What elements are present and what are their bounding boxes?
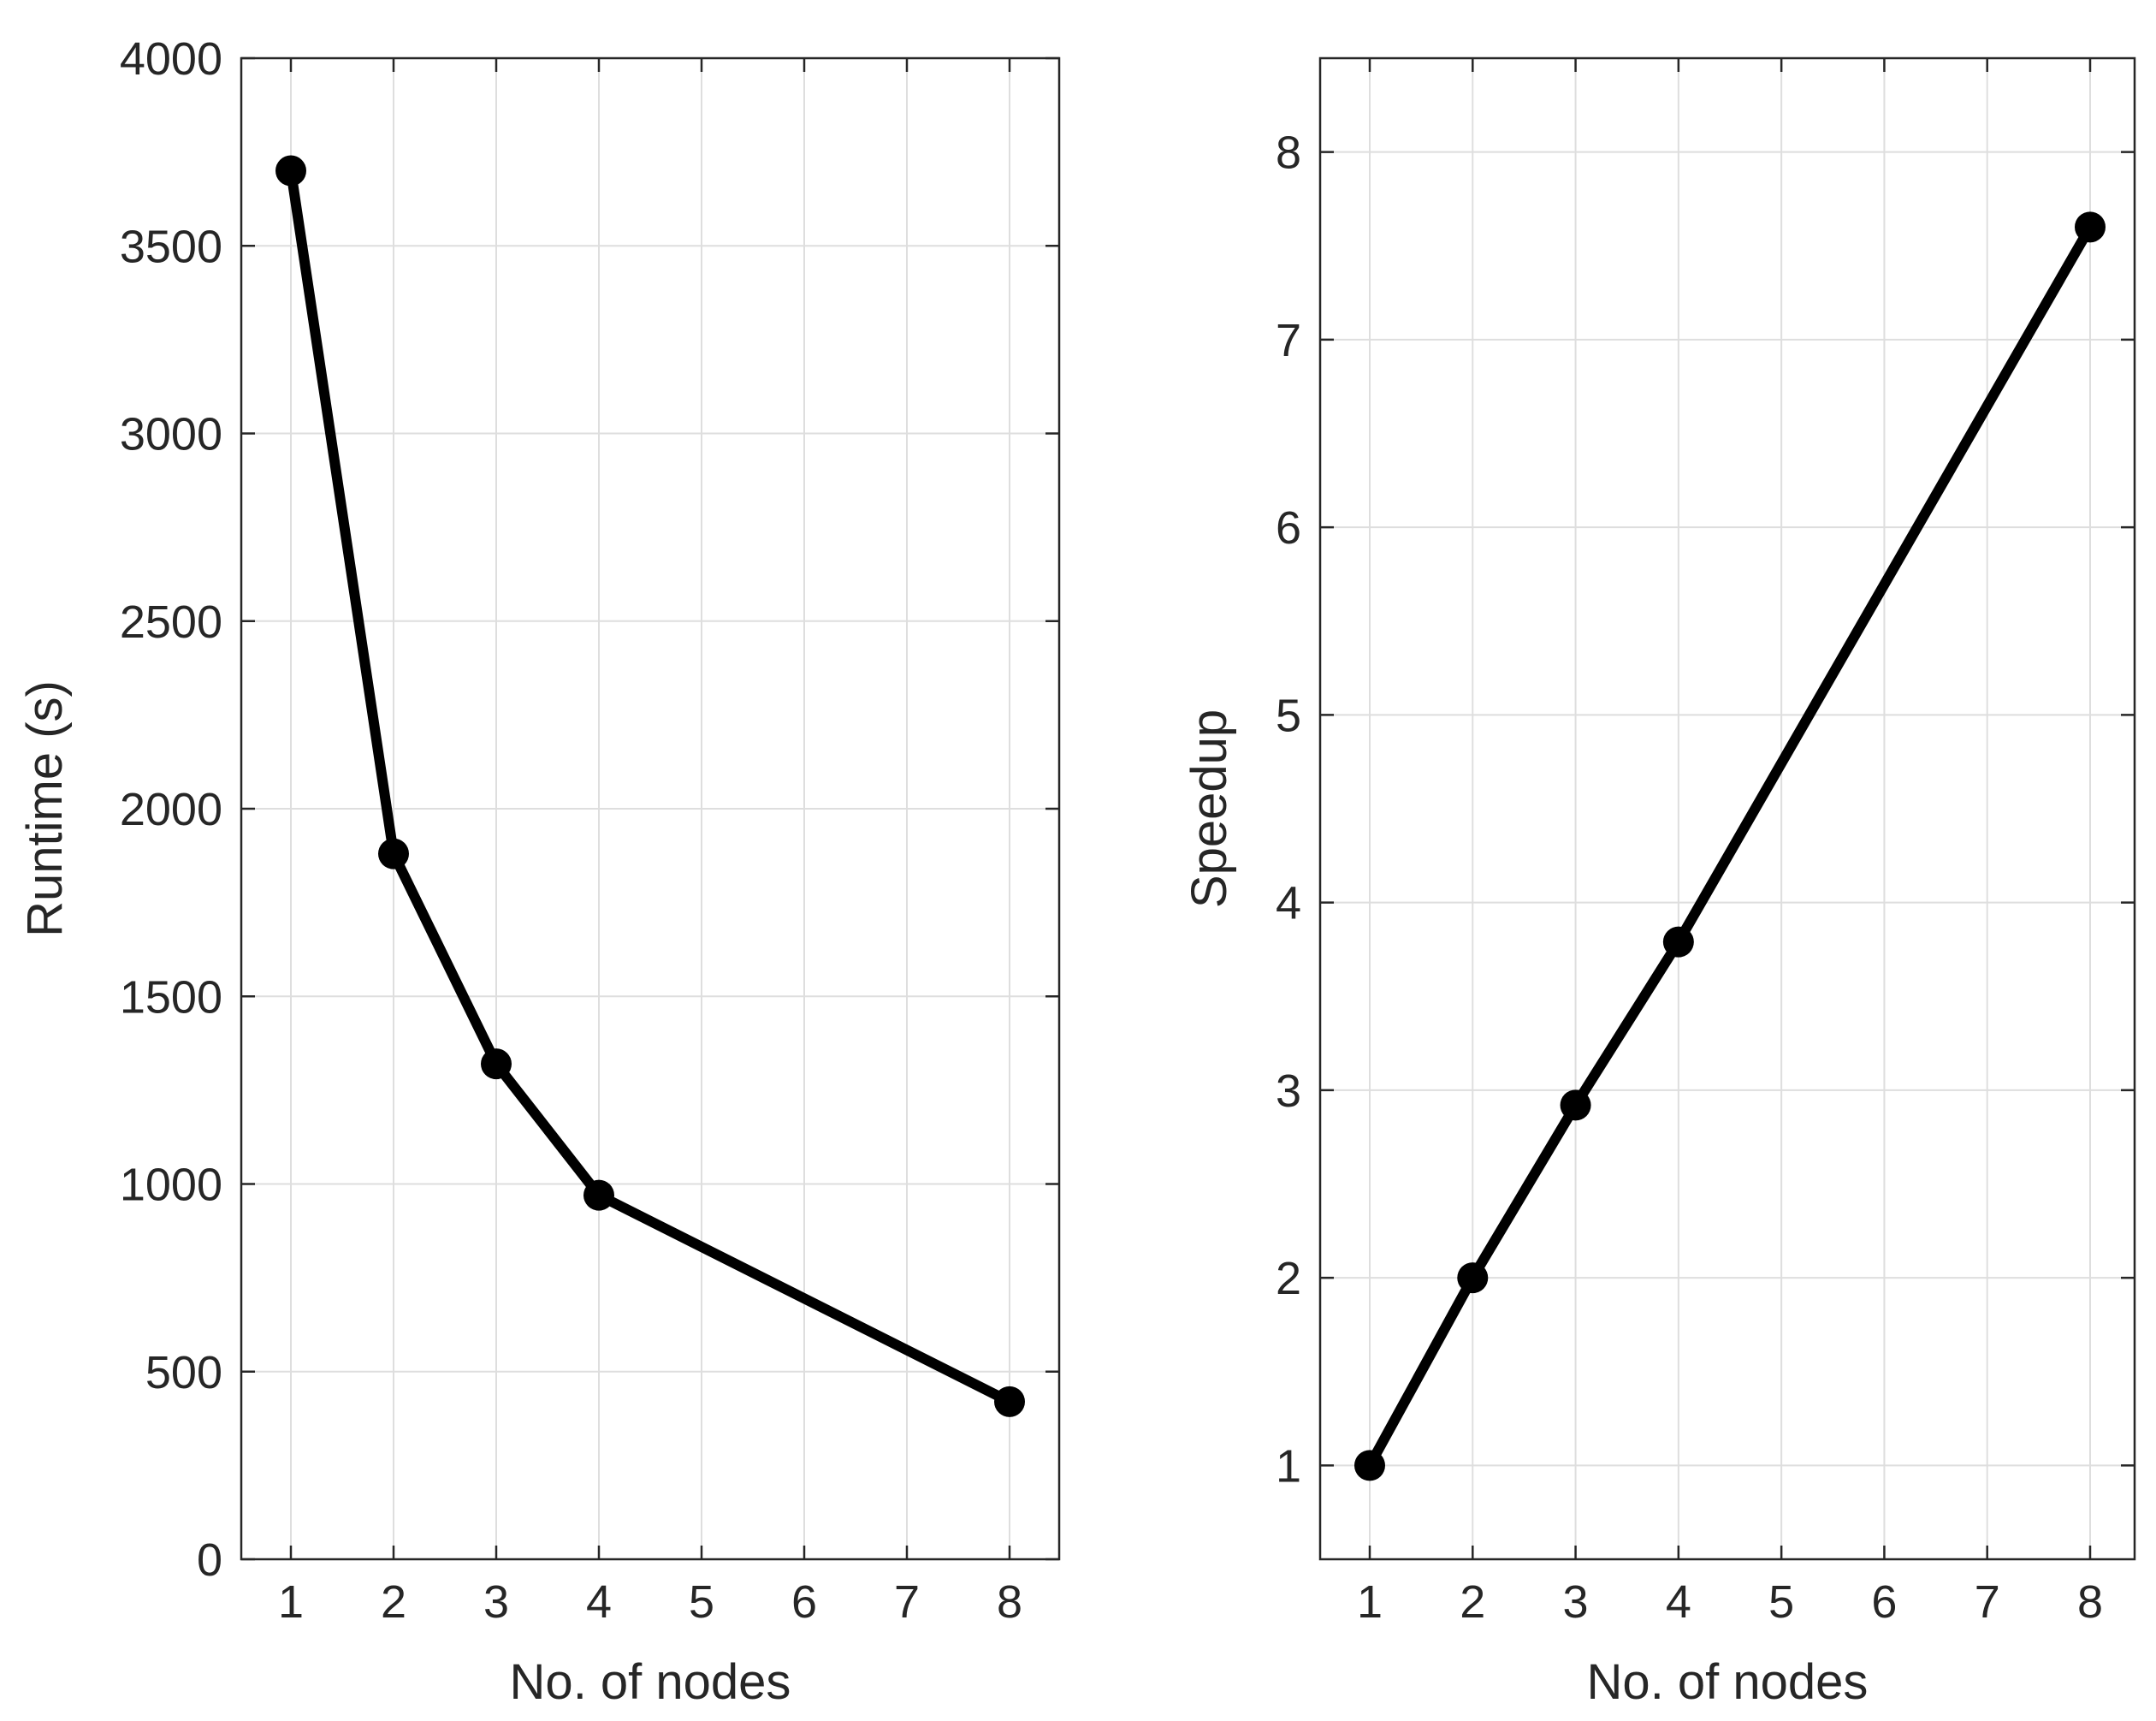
x-tick-label: 3	[1563, 1576, 1589, 1628]
y-tick-label: 500	[145, 1347, 222, 1398]
x-tick-label: 8	[2077, 1576, 2103, 1628]
data-point	[1560, 1089, 1591, 1121]
data-point	[583, 1179, 614, 1211]
x-tick-label: 8	[997, 1576, 1022, 1628]
data-point	[275, 155, 306, 187]
x-axis-label: No. of nodes	[1587, 1654, 1869, 1710]
x-tick-label: 6	[791, 1576, 817, 1628]
y-tick-label: 3500	[120, 221, 222, 272]
y-tick-label: 1500	[120, 971, 222, 1023]
x-tick-label: 3	[483, 1576, 509, 1628]
speedup-chart: 1 2 3 4 5 6 7 8 1 2 3 4 5 6 7 8 No. of nodes Speedup	[1182, 56, 2136, 1710]
y-tick-label: 2	[1276, 1253, 1301, 1304]
x-tick-label: 4	[586, 1576, 612, 1628]
y-tick-label: 4000	[120, 33, 222, 85]
data-point	[994, 1386, 1025, 1417]
y-tick-label: 4	[1276, 878, 1301, 929]
y-tick-label: 5	[1276, 690, 1301, 741]
data-point	[2075, 211, 2106, 243]
data-point	[1662, 926, 1694, 958]
x-tick-label: 2	[1460, 1576, 1485, 1628]
y-tick-label: 7	[1276, 315, 1301, 366]
runtime-chart: 1 2 3 4 5 6 7 8 0 500 1000 1500 2000 2500 3000 3500 4000…	[17, 33, 1061, 1710]
y-tick-label: 1	[1276, 1440, 1301, 1492]
data-point	[1354, 1450, 1385, 1481]
y-axis-label: Runtime (s)	[17, 680, 73, 937]
x-axis-label: No. of nodes	[510, 1654, 791, 1710]
x-tick-label: 5	[689, 1576, 714, 1628]
y-tick-label: 6	[1276, 502, 1301, 554]
data-point	[481, 1048, 512, 1080]
data-point	[1457, 1262, 1489, 1294]
data-point	[378, 838, 409, 869]
series-line	[286, 165, 1015, 1407]
x-tick-label: 2	[381, 1576, 406, 1628]
x-tick-label: 1	[1357, 1576, 1383, 1628]
plot-frame	[1318, 56, 2136, 1561]
x-tick-label: 4	[1666, 1576, 1691, 1628]
y-tick-label: 1000	[120, 1160, 222, 1211]
x-tick-label: 7	[894, 1576, 920, 1628]
y-tick-label: 2000	[120, 784, 222, 835]
y-tick-label: 3	[1276, 1065, 1301, 1117]
y-tick-label: 3000	[120, 409, 222, 460]
x-tick-label: 6	[1871, 1576, 1897, 1628]
y-tick-label: 8	[1276, 128, 1301, 179]
x-tick-label: 5	[1768, 1576, 1794, 1628]
y-tick-label: 2500	[120, 596, 222, 648]
y-axis-label: Speedup	[1182, 709, 1237, 908]
x-tick-label: 7	[1975, 1576, 2000, 1628]
y-tick-label: 0	[197, 1534, 222, 1586]
x-tick-label: 1	[278, 1576, 304, 1628]
